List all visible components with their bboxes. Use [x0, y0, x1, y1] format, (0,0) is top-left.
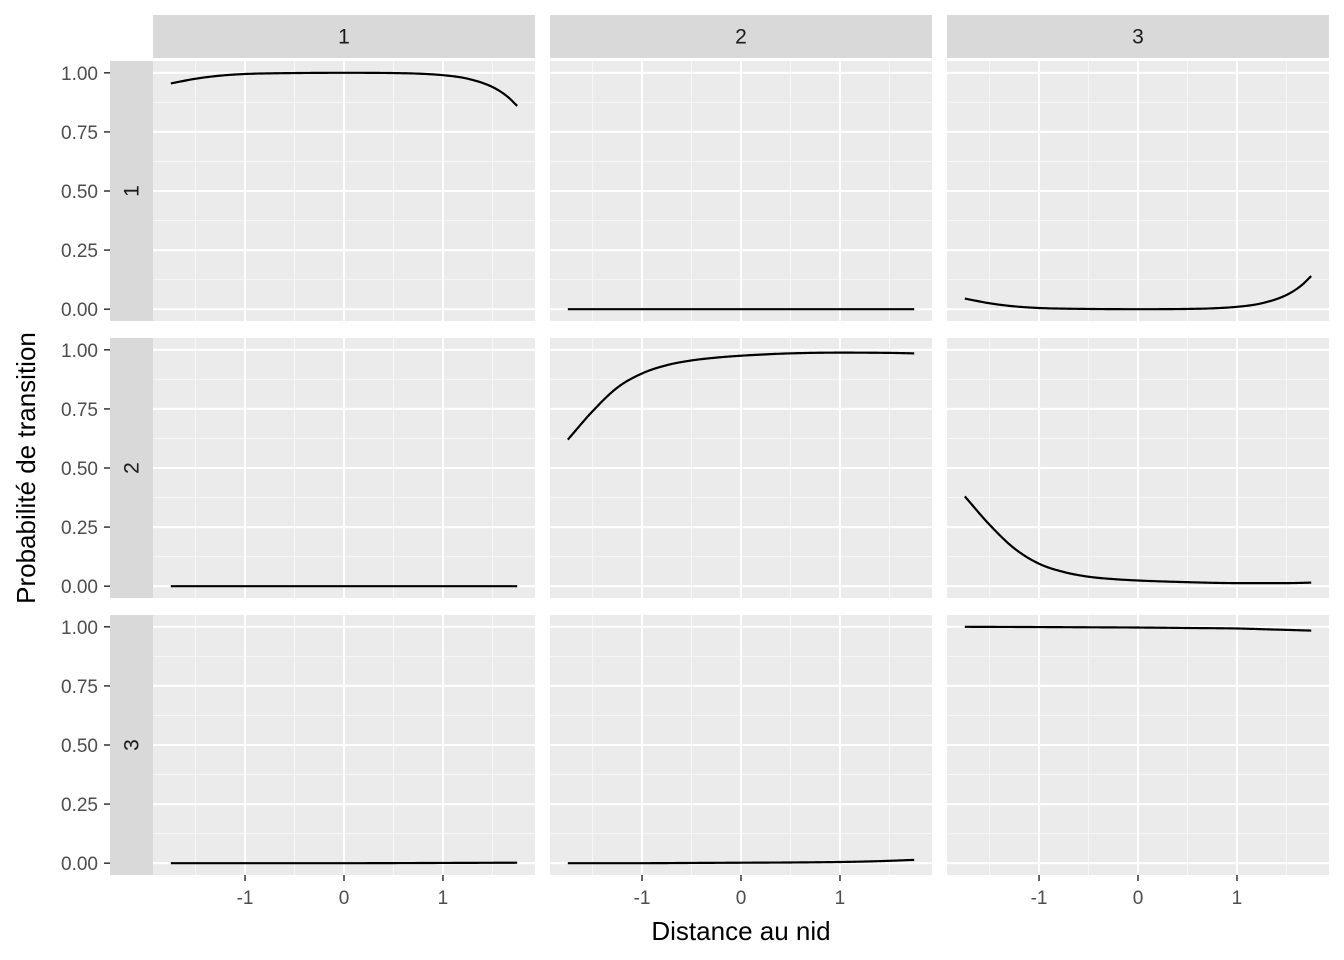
y-tick-label: 0.50	[61, 182, 98, 203]
column-strip	[947, 15, 1329, 58]
row-strip-label: 1	[121, 185, 144, 197]
column-strip-label: 3	[1132, 26, 1144, 49]
panels-layer	[153, 61, 1329, 875]
panel-2-1	[153, 338, 535, 598]
x-tick-label: 1	[438, 888, 449, 909]
panel-2-2	[550, 338, 932, 598]
panel-3-3	[947, 615, 1329, 875]
y-tick-label: 0.00	[61, 300, 98, 321]
strips-layer: 1 2 3 1 2 3	[110, 15, 1329, 875]
y-tick-label: 1.00	[61, 341, 98, 362]
y-tick-label: 0.50	[61, 459, 98, 480]
x-tick-label: 1	[835, 888, 846, 909]
panel-1-3	[947, 61, 1329, 321]
panel-3-1	[153, 615, 535, 875]
panel-2-3	[947, 338, 1329, 598]
y-tick-label: 0.50	[61, 736, 98, 757]
row-strip-label: 2	[121, 462, 144, 474]
x-axis-title: Distance au nid	[651, 916, 830, 946]
x-tick-label: 0	[339, 888, 350, 909]
x-tick-label: 1	[1232, 888, 1243, 909]
column-strip-label: 2	[735, 26, 747, 49]
y-axis-title: Probabilité de transition	[11, 332, 41, 604]
row-strip	[110, 338, 153, 598]
x-tick-label: -1	[634, 888, 651, 909]
y-tick-label: 0.75	[61, 400, 98, 421]
column-strip-label: 1	[338, 26, 350, 49]
series-line	[963, 495, 1312, 585]
series-line	[964, 625, 1312, 632]
x-tick-label: 0	[1133, 888, 1144, 909]
axes-layer: 0.00 0.25 0.50 0.75 1.00 0.00 0.25 0.50 0.75 1.00…	[61, 64, 1242, 909]
y-tick-label: 0.75	[61, 123, 98, 144]
series-line	[964, 275, 1312, 311]
y-tick-label: 1.00	[61, 64, 98, 85]
series-line	[170, 71, 518, 107]
y-tick-label: 0.00	[61, 854, 98, 875]
y-tick-label: 1.00	[61, 618, 98, 639]
x-tick-label: -1	[237, 888, 254, 909]
row-strip-label: 3	[121, 739, 144, 751]
row-strip	[110, 61, 153, 321]
y-tick-label: 0.00	[61, 577, 98, 598]
y-tick-label: 0.25	[61, 518, 98, 539]
y-tick-label: 0.25	[61, 241, 98, 262]
x-tick-label: 0	[736, 888, 747, 909]
y-tick-label: 0.25	[61, 795, 98, 816]
y-tick-label: 0.75	[61, 677, 98, 698]
panel-1-1	[153, 61, 535, 321]
series-line	[566, 351, 915, 441]
column-strip	[550, 15, 932, 58]
x-tick-label: -1	[1031, 888, 1048, 909]
column-strip	[153, 15, 535, 58]
row-strip	[110, 615, 153, 875]
panel-3-2	[550, 615, 932, 875]
panel-1-2	[550, 61, 932, 321]
series-line	[567, 858, 915, 865]
